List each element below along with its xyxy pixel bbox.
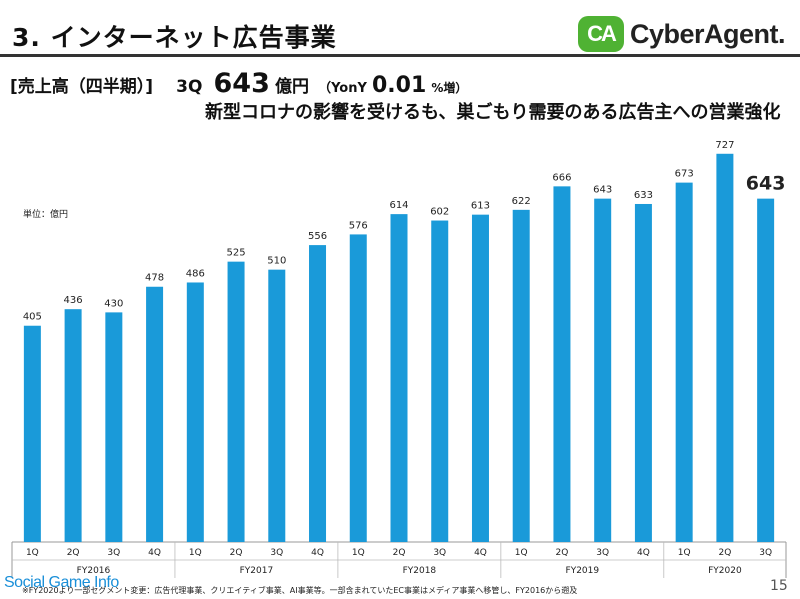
bar bbox=[23, 325, 41, 542]
group-label: FY2019 bbox=[566, 566, 600, 576]
bar bbox=[146, 286, 164, 542]
bar bbox=[309, 245, 327, 542]
data-label: 622 bbox=[512, 196, 531, 207]
tick-label: 4Q bbox=[474, 548, 487, 558]
tick-label: 2Q bbox=[230, 548, 243, 558]
data-label: 673 bbox=[675, 169, 694, 180]
group-label: FY2017 bbox=[240, 566, 274, 576]
data-label: 430 bbox=[104, 298, 123, 309]
headline-yoy-value: 0.01 bbox=[372, 73, 427, 98]
bar bbox=[757, 198, 775, 542]
tick-label: 3Q bbox=[433, 548, 446, 558]
data-label: 614 bbox=[389, 200, 408, 211]
data-label: 436 bbox=[64, 295, 83, 306]
tick-label: 2Q bbox=[718, 548, 731, 558]
data-label: 405 bbox=[23, 312, 42, 323]
bar bbox=[64, 309, 82, 542]
headline-summary: [売上高（四半期）] 3Q 643 億円 （YonY 0.01 %増） bbox=[10, 68, 467, 99]
logo-mark-icon: CA bbox=[578, 16, 624, 52]
tick-label: 2Q bbox=[67, 548, 80, 558]
data-label: 727 bbox=[715, 140, 734, 151]
page-number: 15 bbox=[770, 578, 788, 594]
unit-label: 単位：億円 bbox=[23, 210, 69, 220]
bar bbox=[594, 198, 612, 542]
tick-label: 2Q bbox=[393, 548, 406, 558]
bar bbox=[186, 282, 204, 542]
watermark: Social Game Info bbox=[4, 574, 119, 591]
tick-label: 4Q bbox=[637, 548, 650, 558]
bar bbox=[471, 214, 489, 542]
bar bbox=[512, 209, 530, 543]
tick-label: 1Q bbox=[189, 548, 202, 558]
data-label: 643 bbox=[593, 185, 612, 196]
footnote: ※FY2020より一部セグメント変更：広告代理事業、クリエイティブ事業、AI事業… bbox=[22, 586, 578, 595]
data-label: 478 bbox=[145, 273, 164, 284]
data-label: 576 bbox=[349, 220, 368, 231]
group-label: FY2018 bbox=[403, 566, 437, 576]
data-label: 602 bbox=[430, 207, 449, 218]
headline-yoy-suffix: %増） bbox=[431, 81, 468, 95]
tick-label: 3Q bbox=[596, 548, 609, 558]
page-title: 3. インターネット広告事業 bbox=[12, 23, 337, 52]
tick-label: 3Q bbox=[107, 548, 120, 558]
headline-unit: 億円 bbox=[274, 77, 309, 97]
bar bbox=[268, 269, 286, 542]
tick-label: 3Q bbox=[270, 548, 283, 558]
bar bbox=[105, 312, 123, 542]
tick-label: 4Q bbox=[311, 548, 324, 558]
cyberagent-logo: CA CyberAgent. bbox=[578, 14, 786, 54]
tick-label: 1Q bbox=[678, 548, 691, 558]
tick-label: 1Q bbox=[26, 548, 39, 558]
headline-value: 643 bbox=[213, 68, 270, 99]
data-label: 666 bbox=[552, 172, 571, 183]
tick-label: 4Q bbox=[148, 548, 161, 558]
title-bar: 3. インターネット広告事業 CA CyberAgent. bbox=[0, 8, 800, 56]
tick-label: 3Q bbox=[759, 548, 772, 558]
bar bbox=[634, 203, 652, 542]
headline-bracket: [売上高（四半期）] bbox=[10, 77, 154, 97]
logo-text: CyberAgent. bbox=[630, 18, 786, 49]
bar bbox=[716, 153, 734, 543]
bar bbox=[553, 186, 571, 542]
data-label: 643 bbox=[746, 173, 786, 195]
data-label: 510 bbox=[267, 256, 286, 267]
bar bbox=[675, 182, 693, 543]
tick-label: 1Q bbox=[515, 548, 528, 558]
tick-label: 2Q bbox=[556, 548, 569, 558]
data-label: 486 bbox=[186, 268, 205, 279]
data-label: 613 bbox=[471, 201, 490, 212]
data-label: 633 bbox=[634, 190, 653, 201]
headline-quarter: 3Q bbox=[176, 77, 203, 97]
data-label: 556 bbox=[308, 231, 327, 242]
bar bbox=[227, 261, 245, 542]
title-divider bbox=[0, 54, 800, 57]
group-label: FY2020 bbox=[708, 566, 742, 576]
data-label: 525 bbox=[227, 248, 246, 259]
group-label: FY2016 bbox=[77, 566, 111, 576]
headline-subtitle: 新型コロナの影響を受けるも、巣ごもり需要のある広告主への営業強化 bbox=[205, 102, 781, 123]
bar bbox=[349, 234, 367, 542]
bar bbox=[431, 220, 449, 543]
tick-label: 1Q bbox=[352, 548, 365, 558]
headline-yoy-prefix: （YonY bbox=[318, 81, 367, 96]
bar bbox=[390, 214, 408, 542]
